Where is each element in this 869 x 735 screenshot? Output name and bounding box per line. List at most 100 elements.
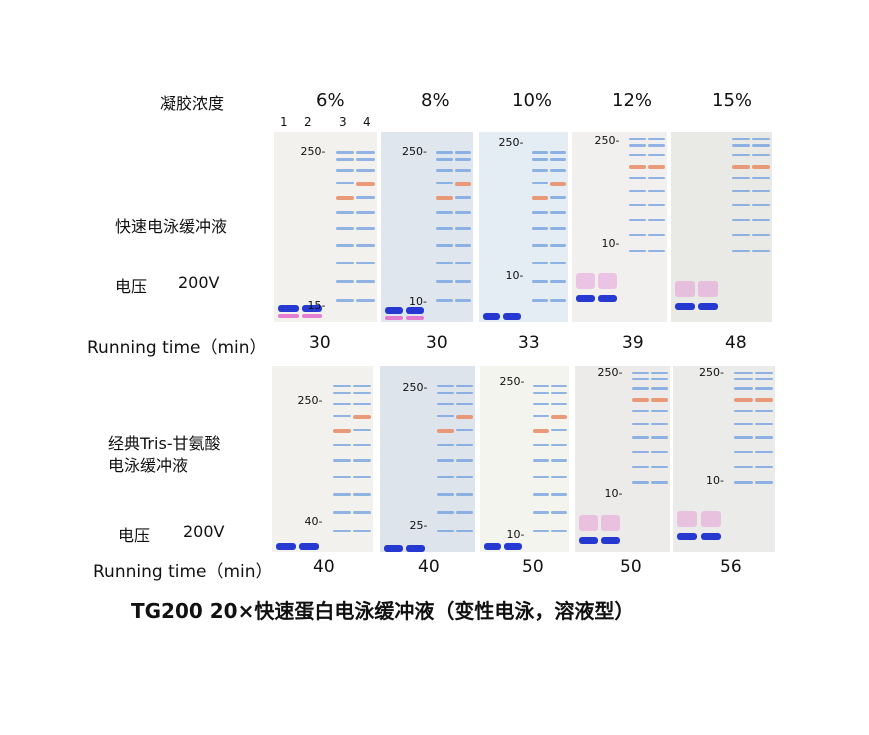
ladder-band (436, 299, 453, 302)
dye-front-band (276, 542, 297, 550)
dye-front-band (301, 304, 323, 312)
ladder-band (632, 422, 650, 426)
ladder-band (533, 511, 550, 514)
marker-size-label: 10- (505, 268, 524, 282)
gel-image: 250- 25- (380, 366, 475, 552)
running-time-value: 39 (622, 333, 644, 353)
pink-dye-band (301, 313, 323, 318)
ladder-band (532, 261, 549, 265)
marker-size-label: 250- (498, 135, 524, 149)
ladder-band (751, 218, 770, 222)
ladder-band (632, 436, 650, 439)
ladder-band (454, 158, 472, 161)
ladder-band (629, 203, 647, 207)
ladder-band (456, 384, 474, 388)
marker-size-label: 250- (300, 145, 326, 159)
ladder-band (533, 402, 550, 405)
ladder-band (437, 384, 455, 388)
ladder-band (731, 153, 750, 157)
ladder-band (436, 280, 453, 283)
ladder-band (651, 371, 669, 375)
ladder-band (629, 144, 647, 147)
marker-size-label: 250- (594, 133, 620, 147)
lane-number: 1 (280, 115, 288, 129)
ladder-band (550, 244, 567, 247)
dye-front-band (482, 312, 501, 320)
ladder-band (533, 443, 550, 447)
gel-image: 250- 10- (572, 132, 667, 322)
ladder-band (532, 299, 549, 302)
ladder-band (632, 465, 650, 469)
ladder-band (332, 511, 351, 514)
ladder-band (332, 384, 351, 388)
ladder-band (648, 189, 666, 193)
running-time-value: 56 (720, 557, 742, 577)
ladder-band (335, 261, 355, 265)
pink-dye-band (278, 313, 299, 318)
ladder-band-orange (454, 181, 472, 186)
ladder-band-orange (754, 397, 773, 402)
ladder-band (550, 196, 567, 199)
ladder-band (550, 169, 567, 172)
dye-front-band (503, 312, 521, 320)
ladder-band (751, 233, 770, 237)
marker-size-label: 10- (506, 527, 525, 541)
dye-front-band (405, 544, 425, 552)
marker-size-label: 10- (409, 295, 427, 309)
ladder-band (533, 493, 550, 496)
pink-dye-band (405, 315, 425, 320)
ladder-band (456, 391, 474, 395)
ladder-band (751, 249, 770, 253)
ladder-band (356, 227, 375, 230)
ladder-band (550, 261, 567, 265)
ladder-band (533, 529, 550, 533)
ladder-band-orange (437, 428, 455, 433)
ladder-band (437, 459, 455, 462)
ladder-band (734, 481, 753, 484)
ladder-band (551, 402, 568, 405)
concentration-label: 12% (612, 90, 653, 111)
ladder-band-orange (632, 397, 650, 402)
gel-concentration-label: 凝胶浓度 (160, 94, 225, 113)
lane-number: 2 (304, 115, 312, 129)
ladder-band (533, 475, 550, 479)
ladder-band (551, 384, 568, 388)
ladder-band (436, 211, 453, 214)
ladder-band (754, 436, 773, 439)
dye-front-band (600, 537, 620, 545)
ladder-band (734, 422, 753, 426)
ladder-band (437, 414, 455, 418)
gel-image: 250- 10- (381, 132, 473, 322)
ladder-band (436, 244, 453, 247)
ladder-band (734, 377, 753, 381)
ladder-band (456, 443, 474, 447)
ladder-band (456, 493, 474, 496)
dye-front-band (700, 533, 721, 541)
ladder-band (335, 158, 355, 161)
marker-size-label: 250- (297, 393, 323, 407)
ladder-band (454, 244, 472, 247)
ladder-band (533, 459, 550, 462)
dye-front-band (597, 295, 617, 303)
ladder-band (550, 151, 567, 154)
ladder-band (332, 529, 351, 533)
ladder-band (332, 414, 351, 418)
ladder-band (551, 511, 568, 514)
dye-front-band (578, 537, 598, 545)
pink-dye-band (675, 281, 696, 297)
gel-image: 250- 10- (479, 132, 568, 322)
ladder-band (734, 465, 753, 469)
ladder-band-orange (734, 397, 753, 402)
ladder-band (335, 244, 355, 247)
ladder-band (335, 227, 355, 230)
dye-front-band (483, 542, 502, 550)
dye-front-band (575, 295, 595, 303)
ladder-band (751, 189, 770, 193)
ladder-band (352, 384, 371, 388)
ladder-band (335, 280, 355, 283)
ladder-band (436, 227, 453, 230)
ladder-band (352, 402, 371, 405)
ladder-band (629, 176, 647, 180)
ladder-band (734, 436, 753, 439)
ladder-band (436, 151, 453, 154)
